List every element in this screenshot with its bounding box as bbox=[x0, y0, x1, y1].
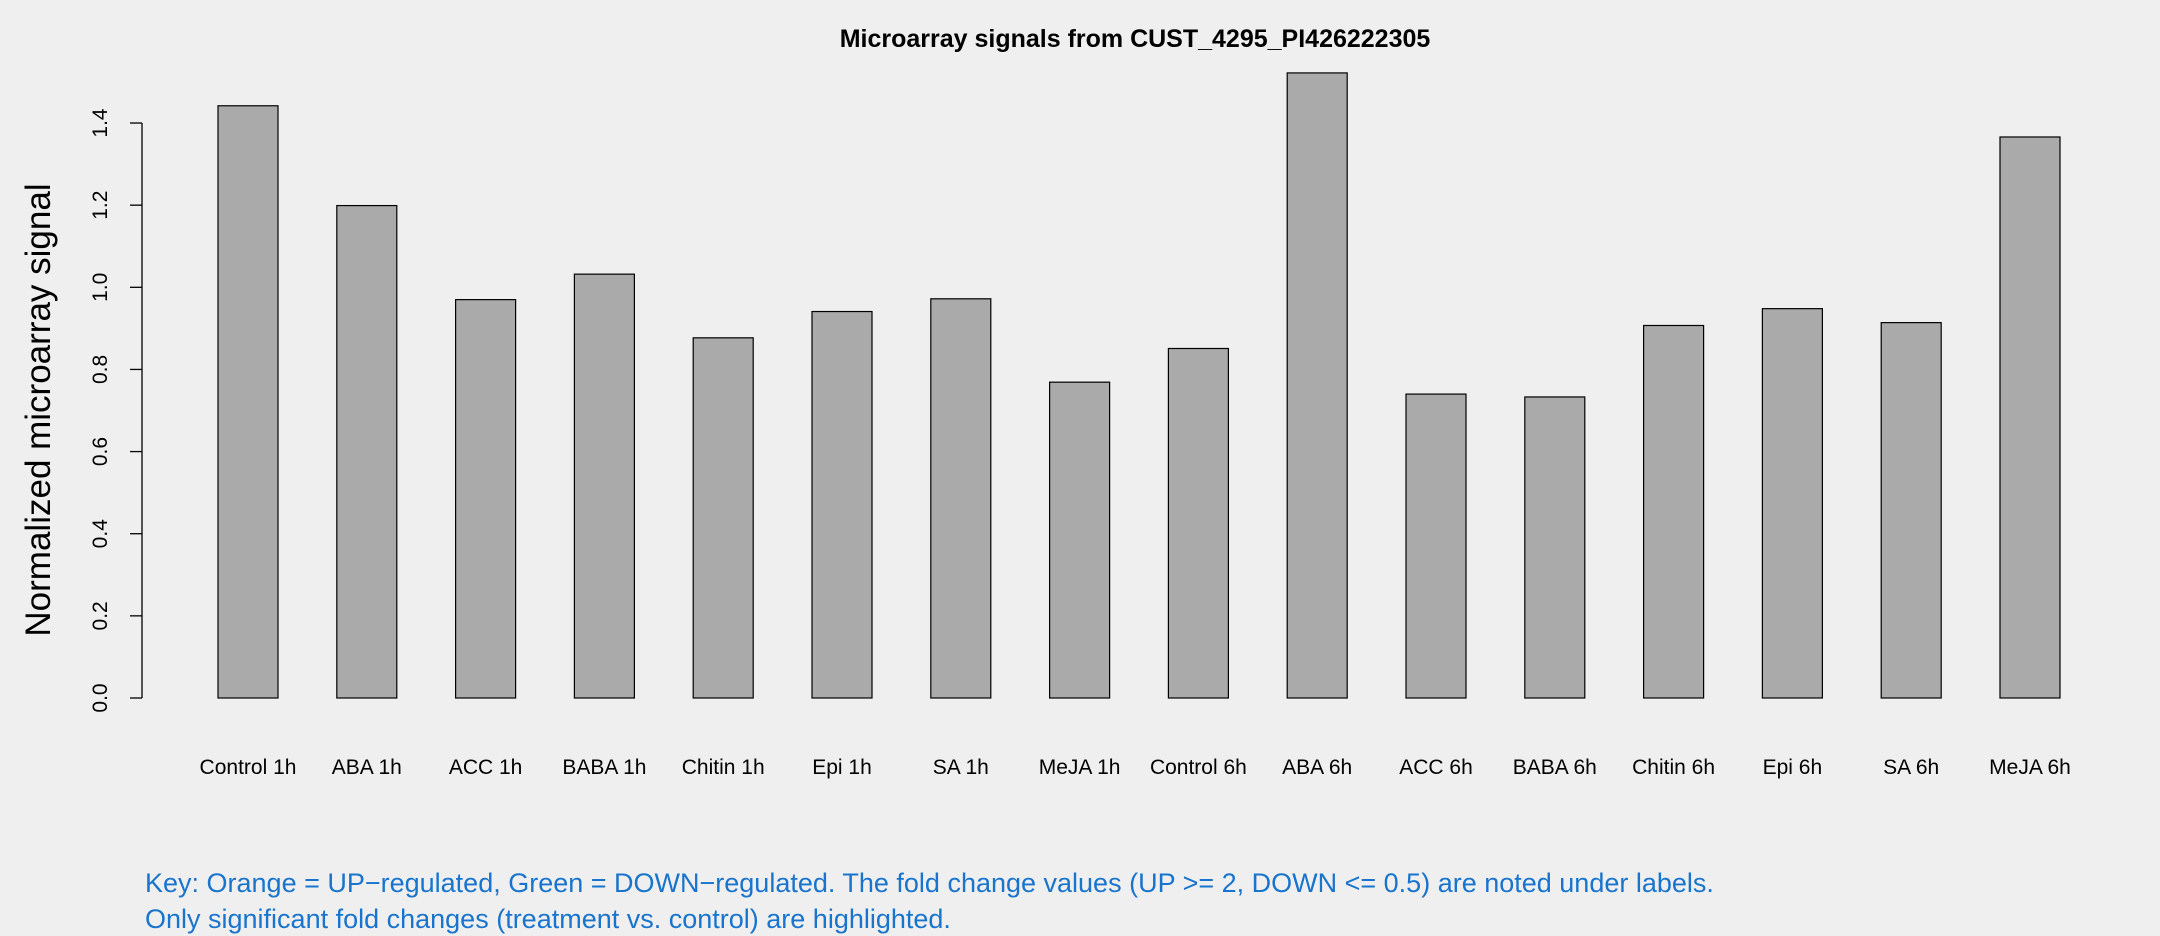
chart-title: Microarray signals from CUST_4295_PI4262… bbox=[840, 25, 1431, 53]
bar bbox=[1642, 324, 1705, 699]
x-tick-label: Chitin 1h bbox=[682, 756, 765, 779]
y-tick-label: 0.8 bbox=[89, 355, 112, 384]
x-tick-label: BABA 1h bbox=[562, 756, 646, 779]
x-tick-label: ABA 6h bbox=[1282, 756, 1352, 779]
bars bbox=[217, 72, 2061, 699]
y-tick-label: 1.2 bbox=[89, 191, 112, 220]
key-line-1: Key: Orange = UP−regulated, Green = DOWN… bbox=[145, 868, 1714, 898]
bar bbox=[217, 105, 279, 699]
bar bbox=[455, 299, 517, 699]
x-tick-label: SA 1h bbox=[933, 756, 989, 779]
y-tick-label: 0.2 bbox=[89, 601, 112, 630]
x-axis-labels: Control 1h ABA 1h ACC 1h BABA 1h Chitin 1h Ep… bbox=[200, 756, 2071, 779]
x-tick-label: ACC 1h bbox=[449, 756, 523, 779]
y-axis-label: Normalized microarray signal bbox=[19, 183, 58, 636]
x-tick-label: Control 1h bbox=[200, 756, 297, 779]
x-tick-label: ABA 1h bbox=[332, 756, 402, 779]
bar bbox=[336, 204, 398, 699]
y-axis: 0.0 0.2 0.4 0.6 0.8 1.0 1.2 1.4 bbox=[89, 108, 143, 713]
bar bbox=[1761, 308, 1824, 699]
x-tick-label: MeJA 1h bbox=[1039, 756, 1121, 779]
bar bbox=[573, 273, 636, 699]
bar bbox=[811, 310, 873, 699]
x-tick-label: SA 6h bbox=[1883, 756, 1939, 779]
y-tick-label: 1.0 bbox=[89, 273, 112, 302]
y-tick-label: 0.6 bbox=[89, 437, 112, 466]
y-tick-label: 0.4 bbox=[89, 519, 112, 549]
bar bbox=[930, 298, 992, 699]
y-tick-label: 0.0 bbox=[89, 683, 112, 712]
bar bbox=[1524, 396, 1586, 699]
x-tick-label: Control 6h bbox=[1150, 756, 1247, 779]
bar bbox=[1880, 322, 1942, 699]
bar bbox=[1167, 347, 1230, 699]
key-line-2: Only significant fold changes (treatment… bbox=[145, 904, 951, 934]
x-tick-label: MeJA 6h bbox=[1989, 756, 2071, 779]
x-tick-label: ACC 6h bbox=[1399, 756, 1473, 779]
x-tick-label: BABA 6h bbox=[1513, 756, 1597, 779]
y-tick-label: 1.4 bbox=[89, 108, 112, 138]
bar bbox=[692, 337, 754, 699]
x-tick-label: Chitin 6h bbox=[1632, 756, 1715, 779]
bar bbox=[1999, 136, 2061, 699]
x-tick-label: Epi 6h bbox=[1763, 756, 1823, 779]
bar bbox=[1286, 72, 1348, 699]
bar bbox=[1405, 393, 1467, 699]
x-tick-label: Epi 1h bbox=[812, 756, 872, 779]
bar bbox=[1048, 381, 1111, 699]
